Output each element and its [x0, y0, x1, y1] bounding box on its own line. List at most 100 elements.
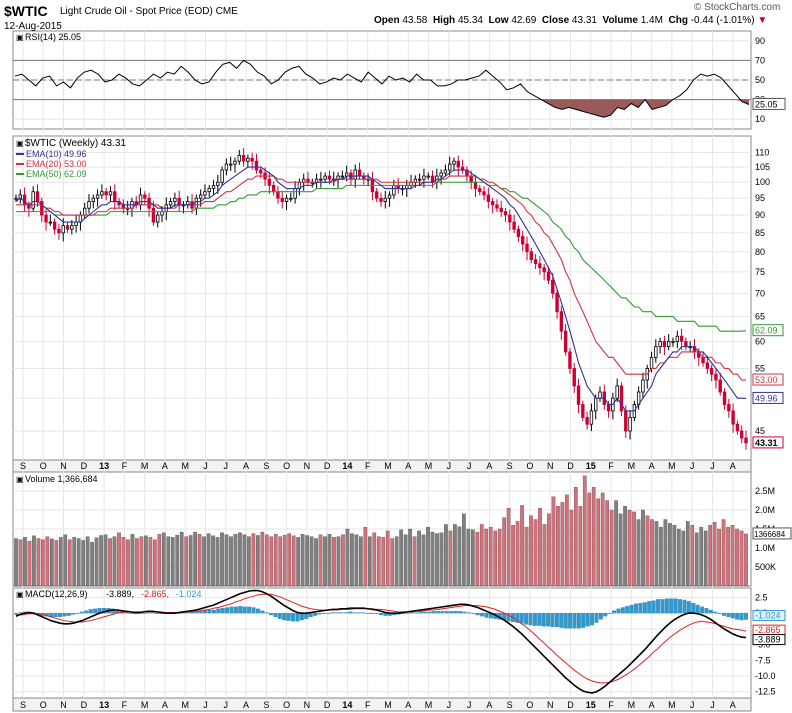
price-tick-label: 85 — [755, 228, 765, 238]
macd-histogram-bar — [348, 611, 353, 614]
x-tick-label: J — [467, 461, 472, 471]
macd-histogram-bar — [638, 602, 643, 614]
price-candle — [714, 368, 718, 389]
macd-histogram-bar — [352, 612, 357, 614]
candle-body — [551, 279, 555, 294]
x-tick-label: D — [567, 700, 574, 710]
price-candle — [276, 186, 280, 204]
candle-body — [207, 188, 211, 193]
macd-histogram-bar — [238, 606, 243, 614]
macd-histogram-bar — [616, 608, 621, 614]
price-candle — [203, 184, 207, 199]
candle-body — [422, 175, 426, 180]
macd-histogram-bar — [440, 611, 445, 614]
volume-bar — [108, 538, 112, 587]
candle-body — [156, 214, 160, 223]
price-candle — [684, 337, 688, 351]
candle-body — [271, 184, 276, 193]
x-tick-label: S — [507, 700, 513, 710]
price-candle — [452, 157, 456, 172]
macd-histogram-bar — [251, 607, 256, 614]
price-candle — [512, 214, 516, 233]
macd-histogram-bar — [590, 613, 595, 626]
volume-bar — [457, 526, 462, 587]
price-candle — [177, 190, 181, 212]
x-tick-label: J — [467, 700, 472, 710]
x-tick-label: J — [203, 700, 208, 710]
volume-bar — [72, 537, 77, 587]
candle-body — [529, 251, 533, 261]
price-candle — [366, 173, 370, 187]
volume-bar — [399, 529, 403, 587]
macd-histogram-bar — [84, 610, 89, 614]
candle-body — [735, 423, 740, 432]
price-candle — [168, 197, 173, 209]
price-candle — [417, 173, 422, 187]
x-tick-label: N — [547, 700, 554, 710]
price-candle — [220, 166, 224, 186]
price-last-label: 43.31 — [755, 438, 778, 448]
volume-bar — [636, 519, 641, 587]
volume-bar — [63, 534, 68, 587]
price-candle — [40, 197, 44, 222]
x-tick-label: O — [526, 700, 533, 710]
open-value: 43.58 — [402, 15, 428, 26]
macd-histogram-bar — [361, 612, 366, 614]
price-candle — [525, 236, 529, 261]
volume-bar — [305, 535, 309, 587]
candle-body — [439, 172, 443, 177]
candle-body — [641, 379, 645, 393]
price-candle — [198, 189, 203, 207]
candle-body — [555, 292, 559, 313]
price-tick-label: 80 — [755, 247, 765, 257]
volume-bar — [76, 538, 81, 587]
price-candle — [319, 171, 323, 188]
volume-bar — [197, 534, 202, 587]
volume-bar — [694, 532, 699, 587]
macd-histogram-bar — [88, 609, 93, 614]
volume-bar — [403, 534, 408, 587]
volume-bar — [67, 539, 72, 587]
price-tick-label: 60 — [755, 336, 765, 346]
volume-bar — [224, 534, 229, 587]
volume-bar — [663, 519, 668, 587]
x-tick-label: S — [20, 700, 26, 710]
volume-bar — [462, 513, 466, 587]
price-last-box — [752, 373, 784, 386]
x-tick-label: M — [181, 461, 189, 471]
macd-histogram-bar — [66, 613, 71, 616]
price-legend-title: $WTIC (Weekly) 43.31 — [25, 138, 126, 149]
volume-bar — [417, 530, 421, 587]
x-tick-label: J — [447, 461, 452, 471]
candle-body — [658, 340, 662, 348]
rsi-tick-label: 50 — [755, 75, 765, 85]
x-tick-label: 14 — [342, 700, 352, 710]
macd-histogram-bar — [453, 611, 458, 614]
macd-histogram-bar — [528, 613, 533, 626]
price-tick-label: 105 — [755, 162, 770, 172]
volume-bar — [341, 534, 345, 587]
candle-body — [581, 404, 585, 418]
volume-bar — [659, 526, 663, 587]
macd-histogram-bar — [559, 613, 564, 628]
price-candle — [546, 266, 551, 285]
rsi-last-box — [752, 97, 786, 110]
candle-body — [48, 221, 53, 224]
volume-bar — [739, 530, 744, 587]
x-tick-label: A — [649, 461, 655, 471]
price-candle — [619, 382, 624, 417]
macd-histogram-bar — [427, 611, 432, 614]
price-candle — [233, 157, 237, 173]
x-tick-label: 13 — [99, 461, 109, 471]
candle-body — [568, 351, 572, 369]
x-tick-label: A — [162, 700, 168, 710]
macd-legend-hist: -1.024 — [176, 589, 202, 599]
price-candle — [57, 223, 61, 240]
x-tick-label: A — [649, 700, 655, 710]
volume-bar — [184, 536, 189, 587]
volume-bar — [309, 536, 314, 587]
price-candle — [538, 256, 542, 275]
x-tick-label: A — [405, 461, 411, 471]
x-tick-label: A — [486, 461, 492, 471]
volume-bar — [139, 536, 144, 587]
